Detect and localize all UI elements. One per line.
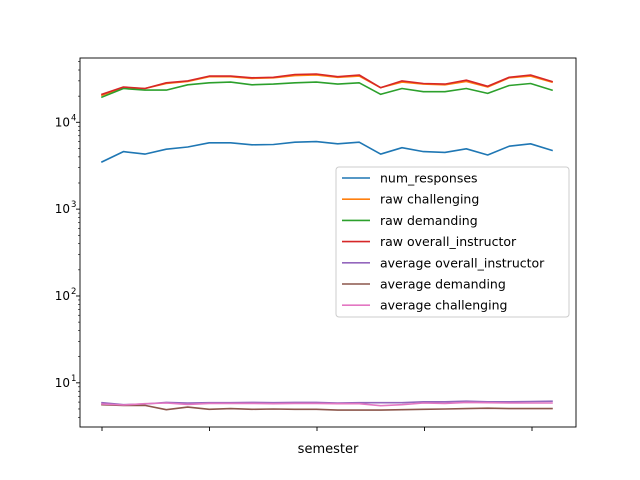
- legend-box: [335, 166, 570, 318]
- legend-label-1: raw challenging: [380, 192, 479, 207]
- legend-label-4: average overall_instructor: [380, 255, 545, 270]
- series-line-2: [100, 81, 554, 99]
- series-line-6: [101, 401, 553, 407]
- series-line-5: [101, 403, 553, 411]
- legend-label-2: raw demanding: [380, 213, 478, 228]
- legend-label-5: average demanding: [380, 277, 506, 292]
- y-tick-label: 10: [55, 289, 70, 303]
- axes-frame: [79, 57, 577, 428]
- legend-label-6: average challenging: [380, 298, 507, 313]
- y-tick-label: 10: [55, 202, 70, 216]
- legend-label-0: num_responses: [380, 171, 478, 186]
- y-tick-label: 10: [55, 115, 70, 129]
- series-line-0: [100, 140, 554, 163]
- y-tick-exponent: 2: [71, 287, 76, 297]
- y-tick-exponent: 4: [71, 113, 76, 123]
- y-tick-exponent: 3: [71, 200, 76, 210]
- legend-label-3: raw overall_instructor: [380, 234, 517, 249]
- series-line-4: [101, 400, 553, 406]
- series-layer: [100, 73, 554, 411]
- y-tick-label: 10: [55, 376, 70, 390]
- x-axis-label: semester: [298, 442, 359, 457]
- series-line-3: [100, 73, 553, 96]
- y-tick-exponent: 1: [71, 374, 76, 384]
